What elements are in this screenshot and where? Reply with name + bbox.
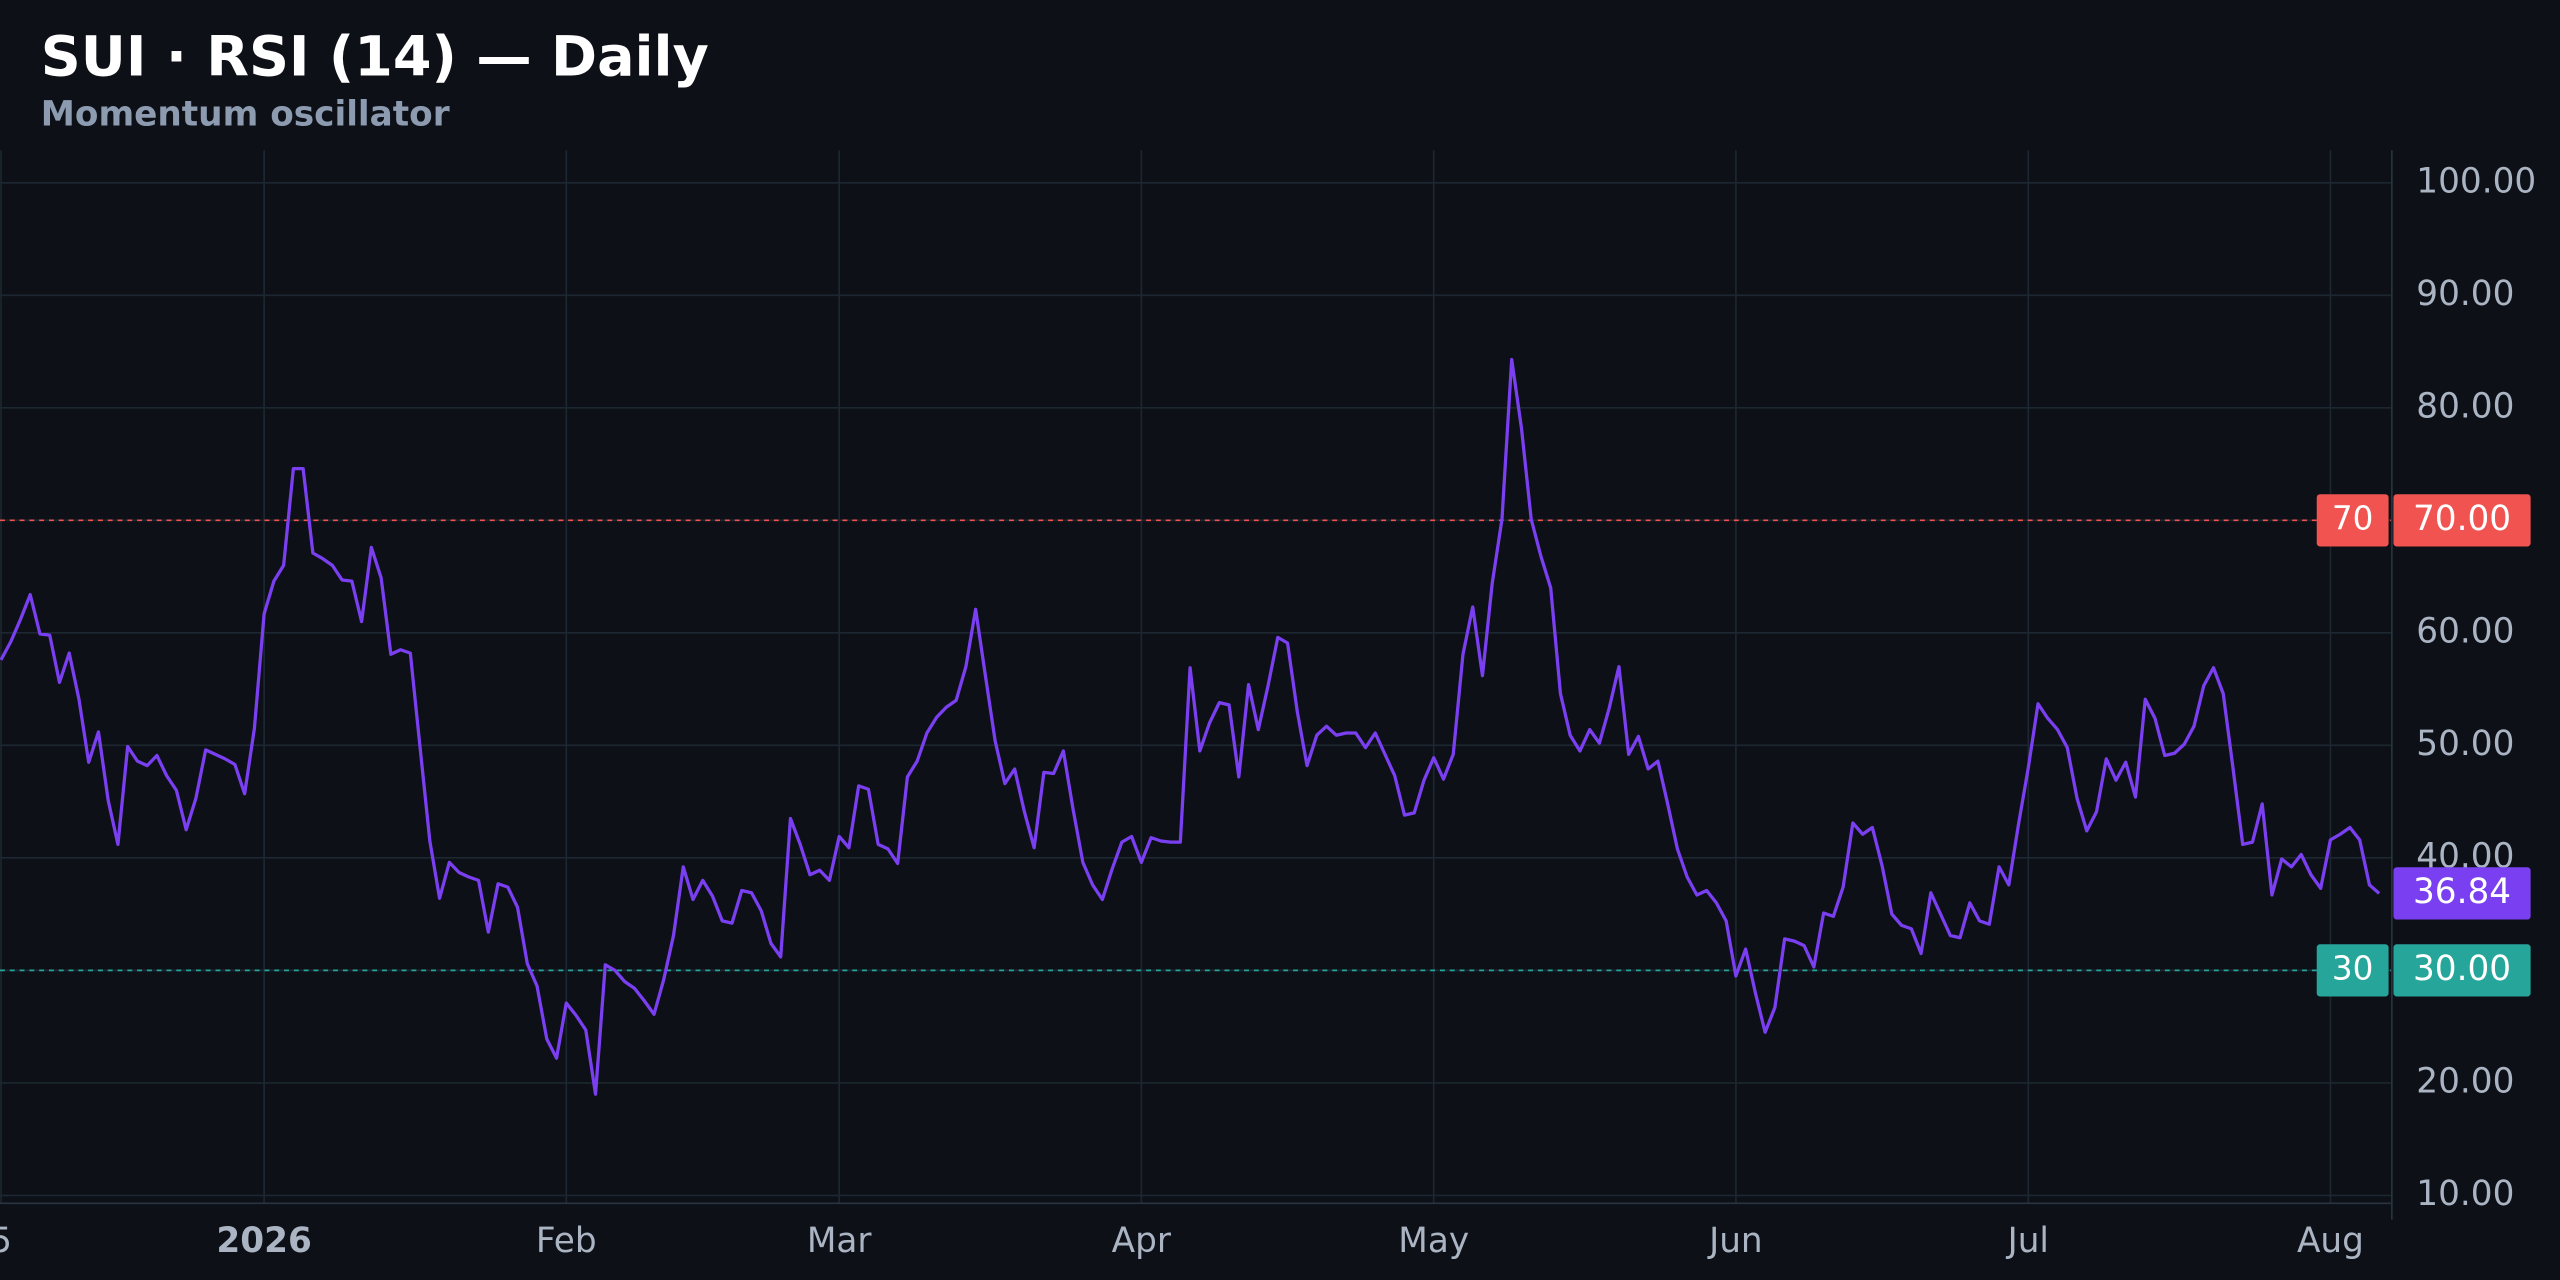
axis-badge [2393,944,2531,997]
x-tick-label: Apr [1112,1221,1172,1261]
axis-badge-label: 70.00 [2413,499,2511,539]
last-value-label: 36.84 [2413,872,2511,912]
x-tick-label: May [1398,1221,1469,1261]
chart-title: SUI · RSI (14) — Daily [41,25,709,90]
level-label: 30 [2332,949,2374,987]
y-tick-label: 100.00 [2416,161,2536,201]
y-tick-label: 50.00 [2416,724,2514,764]
x-tick-label: Jun [1707,1221,1763,1261]
y-tick-label: 90.00 [2416,274,2514,314]
level-label: 70 [2332,499,2374,537]
axes: 10.0020.0030.0040.0050.0060.0070.0080.00… [0,150,2536,1261]
y-tick-label: 60.00 [2416,611,2514,651]
y-tick-label: 80.00 [2416,386,2514,426]
level-badge [2316,944,2389,997]
x-tick-label: 5 [0,1221,12,1261]
x-tick-label: Mar [807,1221,873,1261]
rsi-line [0,357,2381,1096]
axis-badge-label: 30.00 [2413,949,2511,989]
x-tick-label: Aug [2297,1221,2364,1261]
y-tick-label: 20.00 [2416,1061,2514,1101]
y-tick-label: 10.00 [2416,1174,2514,1214]
last-value-badge [2393,867,2531,920]
x-tick-label: Feb [536,1221,597,1261]
axis-badge [2393,494,2531,547]
x-tick-label: Jul [2006,1221,2049,1261]
level-badge [2316,494,2389,547]
chart-subtitle: Momentum oscillator [41,94,450,134]
plot-area [0,357,2392,1096]
x-tick-label: 2026 [216,1221,311,1261]
